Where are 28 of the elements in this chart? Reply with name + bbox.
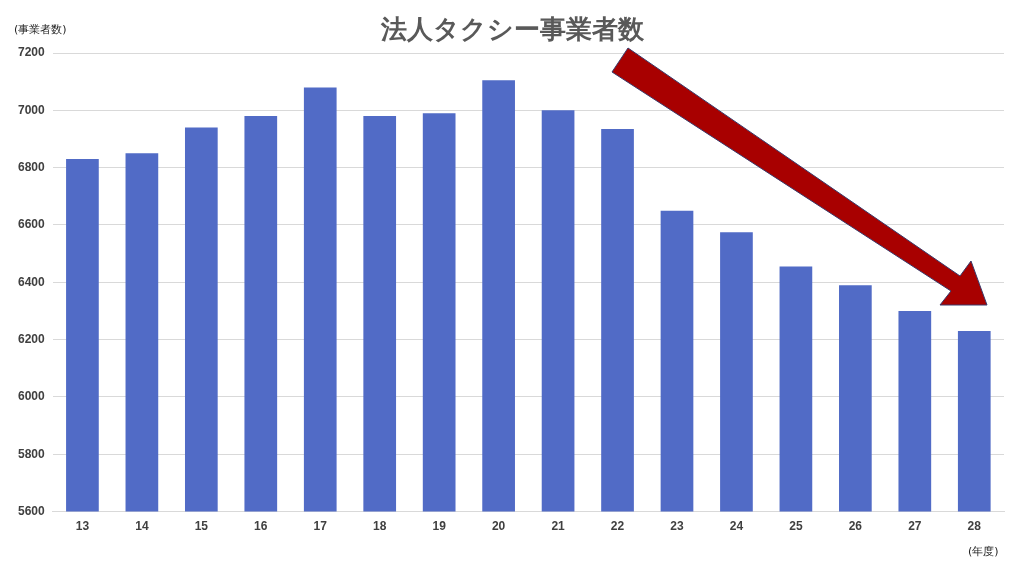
y-tick-label: 5800: [17, 446, 46, 461]
y-tick-label: 5600: [17, 503, 46, 518]
x-tick-label: 14: [135, 519, 149, 534]
x-tick-label: 18: [373, 519, 387, 534]
y-tick-label: 6000: [17, 389, 46, 404]
x-tick-label: 27: [908, 519, 922, 534]
x-tick-label: 19: [432, 519, 447, 534]
y-axis-title: (事業者数): [14, 22, 67, 37]
x-tick-label: 23: [670, 519, 684, 534]
x-tick-label: 15: [194, 519, 209, 534]
y-tick-label: 6800: [17, 159, 46, 174]
x-tick-label: 22: [610, 519, 625, 534]
x-tick-label: 28: [967, 519, 982, 534]
y-tick-label: 6400: [17, 274, 46, 289]
x-tick-label: 17: [313, 519, 328, 534]
x-tick-label: 26: [848, 519, 863, 534]
x-tick-label: 21: [551, 519, 566, 534]
x-tick-label: 16: [254, 519, 268, 534]
x-tick-label: 13: [75, 519, 90, 534]
y-tick-label: 6600: [17, 217, 46, 232]
x-tick-label: 20: [491, 519, 506, 534]
x-axis-title: (年度): [968, 544, 999, 559]
y-tick-label: 6200: [17, 331, 46, 346]
x-tick-label: 25: [789, 519, 803, 534]
y-tick-label: 7200: [17, 45, 46, 60]
x-tick-label: 24: [729, 519, 744, 534]
y-tick-label: 7000: [17, 102, 46, 117]
chart-title: 法人タクシー事業者数: [380, 14, 644, 44]
